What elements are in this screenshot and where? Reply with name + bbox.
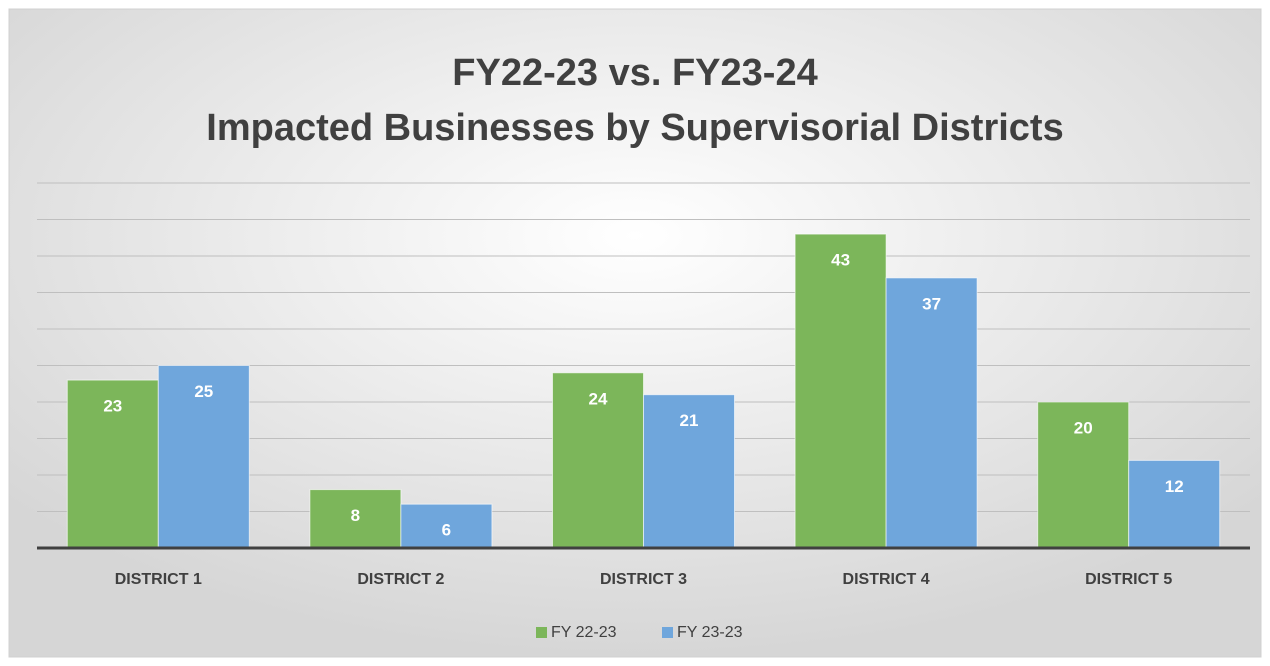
bar xyxy=(309,489,402,549)
value-label: 43 xyxy=(831,251,850,270)
bar xyxy=(66,379,159,549)
bar xyxy=(885,277,978,549)
value-label: 25 xyxy=(194,382,213,401)
legend-swatch xyxy=(662,627,673,638)
bar xyxy=(400,503,493,549)
chart-subtitle: Impacted Businesses by Supervisorial Dis… xyxy=(206,107,1063,149)
value-label: 37 xyxy=(922,294,941,313)
bar xyxy=(552,372,644,549)
legend-swatch xyxy=(536,627,547,638)
bar xyxy=(794,233,887,549)
bar xyxy=(1128,459,1221,549)
chart-title: FY22-23 vs. FY23-24 xyxy=(452,52,817,94)
value-label: 21 xyxy=(680,411,699,430)
x-tick-label: DISTRICT 2 xyxy=(357,571,444,588)
value-label: 20 xyxy=(1074,418,1093,437)
value-label: 23 xyxy=(103,397,122,416)
value-label: 12 xyxy=(1165,477,1184,496)
x-tick-label: DISTRICT 5 xyxy=(1085,571,1172,588)
x-tick-label: DISTRICT 4 xyxy=(843,571,930,588)
bar xyxy=(643,394,735,549)
value-label: 24 xyxy=(589,389,608,408)
bar xyxy=(1037,401,1130,549)
value-label: 8 xyxy=(351,506,360,525)
legend-label: FY 23-23 xyxy=(677,624,743,641)
legend-label: FY 22-23 xyxy=(551,624,617,641)
x-tick-label: DISTRICT 1 xyxy=(115,571,202,588)
x-tick-label: DISTRICT 3 xyxy=(600,571,687,588)
value-label: 6 xyxy=(442,521,451,540)
